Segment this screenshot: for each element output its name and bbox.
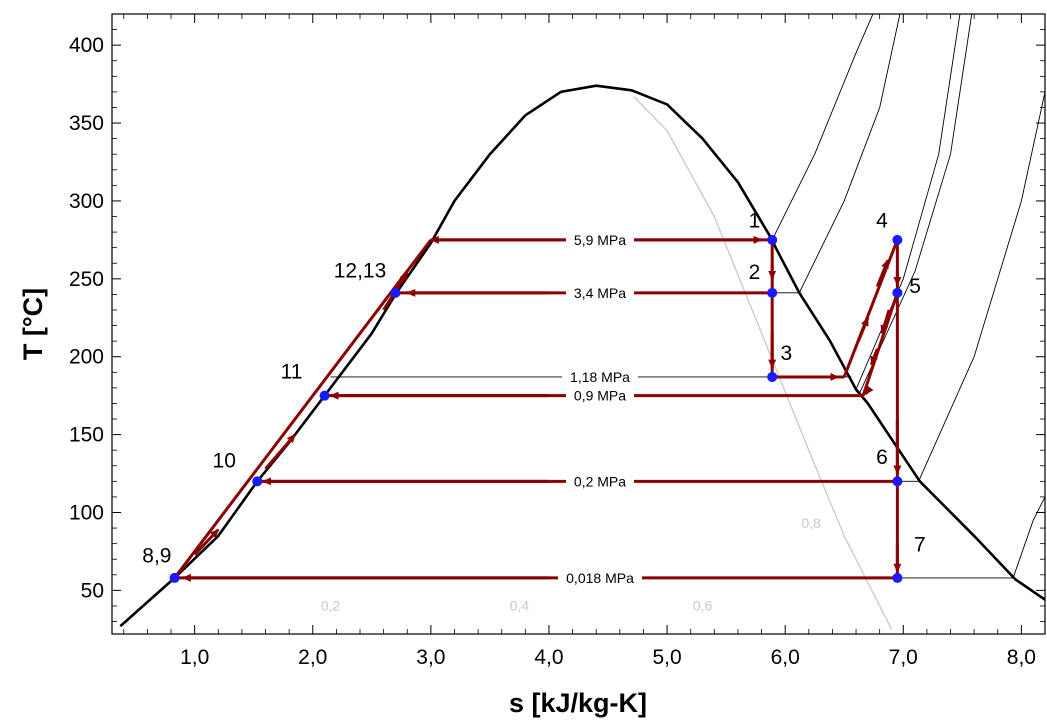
y-tick-label: 350: [69, 112, 104, 135]
state-point-label: 7: [914, 533, 926, 556]
superheat-isobar: [918, 91, 1045, 482]
y-tick-label: 200: [69, 346, 104, 369]
x-tick-label: 1,0: [180, 646, 209, 669]
cycle-arrow: [869, 348, 879, 366]
state-point-label: 8,9: [142, 544, 171, 567]
y-tick-label: 150: [69, 424, 104, 447]
axes: 1,0 2,0 3,0 4,0 5,0 6,0 7,0 8,05010015020025030…: [69, 14, 1045, 669]
x-tick-label: 3,0: [416, 646, 445, 669]
pressure-label: 5,9 MPa: [574, 232, 626, 248]
quality-label: 0,8: [801, 515, 821, 531]
state-point-marker: [169, 572, 180, 583]
x-axis-title: s [kJ/kg-K]: [509, 688, 647, 718]
superheat-isobar: [857, 14, 973, 396]
cycle-arrow: [193, 528, 220, 556]
state-point-marker: [767, 234, 778, 245]
state-point-marker: [767, 287, 778, 298]
pressure-label-bg: [566, 230, 634, 250]
pressure-label-bg: [566, 472, 634, 492]
state-point-label: 6: [876, 446, 888, 469]
x-tick-label: 2,0: [298, 646, 327, 669]
cycle-arrow: [880, 309, 891, 335]
state-point-marker: [252, 476, 263, 487]
saturation-curve: [119, 84, 1045, 628]
state-point-label: 3: [781, 342, 793, 365]
superheat-isobar: [1012, 496, 1045, 579]
x-tick-label: 4,0: [534, 646, 563, 669]
quality-label: 0,2: [321, 598, 341, 614]
state-point-label: 4: [876, 209, 888, 232]
state-point-marker: [892, 234, 903, 245]
quality-label: 0,6: [693, 598, 713, 614]
pressure-label-bg: [562, 367, 638, 387]
x-tick-label: 7,0: [889, 646, 918, 669]
pressure-label: 0,2 MPa: [574, 473, 626, 489]
state-point-marker: [892, 572, 903, 583]
state-point-label: 2: [749, 261, 761, 284]
x-tick-label: 8,0: [1007, 646, 1036, 669]
state-point-marker: [892, 476, 903, 487]
state-point-marker: [319, 390, 330, 401]
y-tick-label: 400: [69, 34, 104, 57]
labels: 0,2 0,4 0,6 0,8 5,9 MPa 3,4 MPa 1,18 MPa 0,9 MP…: [142, 209, 925, 613]
y-tick-label: 100: [69, 501, 104, 524]
state-points: [169, 234, 903, 583]
pressure-label-bg: [558, 568, 642, 588]
x-tick-label: 5,0: [652, 646, 681, 669]
pressure-label-bg: [566, 386, 634, 406]
state-point-marker: [767, 371, 778, 382]
state-point-label: 5: [909, 275, 921, 298]
y-tick-label: 300: [69, 190, 104, 213]
pressure-label: 0,018 MPa: [566, 570, 634, 586]
y-axis-title: T [°C]: [18, 288, 48, 360]
superheat-isobar: [798, 14, 901, 293]
cycle-arrow: [875, 259, 890, 288]
cycle-segment: [173, 238, 433, 579]
plot-frame: [111, 13, 1046, 635]
cycle-arrow: [857, 316, 870, 342]
x-tick-label: 6,0: [771, 646, 800, 669]
cycle-segment: [861, 292, 899, 397]
pressure-label-bg: [566, 283, 634, 303]
state-point-label: 11: [281, 361, 303, 384]
quality-line: [633, 96, 893, 630]
cycle-lines: [173, 235, 902, 582]
state-point-marker: [390, 287, 401, 298]
state-point-label: 1: [749, 209, 761, 232]
cycle-arrow: [864, 385, 874, 396]
state-point-label: 10: [213, 449, 236, 472]
y-tick-label: 250: [69, 268, 104, 291]
superheat-isobar: [855, 14, 961, 390]
saturation-dome: [119, 84, 1045, 628]
cycle-arrow: [264, 433, 297, 470]
cycle-segment: [842, 239, 899, 378]
y-tick-label: 50: [81, 579, 104, 602]
superheat-isobar: [771, 14, 874, 241]
state-point-marker: [892, 287, 903, 298]
state-point-label: 12,13: [334, 259, 387, 282]
pressure-label: 1,18 MPa: [570, 369, 630, 385]
pressure-label: 0,9 MPa: [574, 388, 626, 404]
pressure-label: 3,4 MPa: [574, 285, 626, 301]
quality-label: 0,4: [510, 598, 530, 614]
